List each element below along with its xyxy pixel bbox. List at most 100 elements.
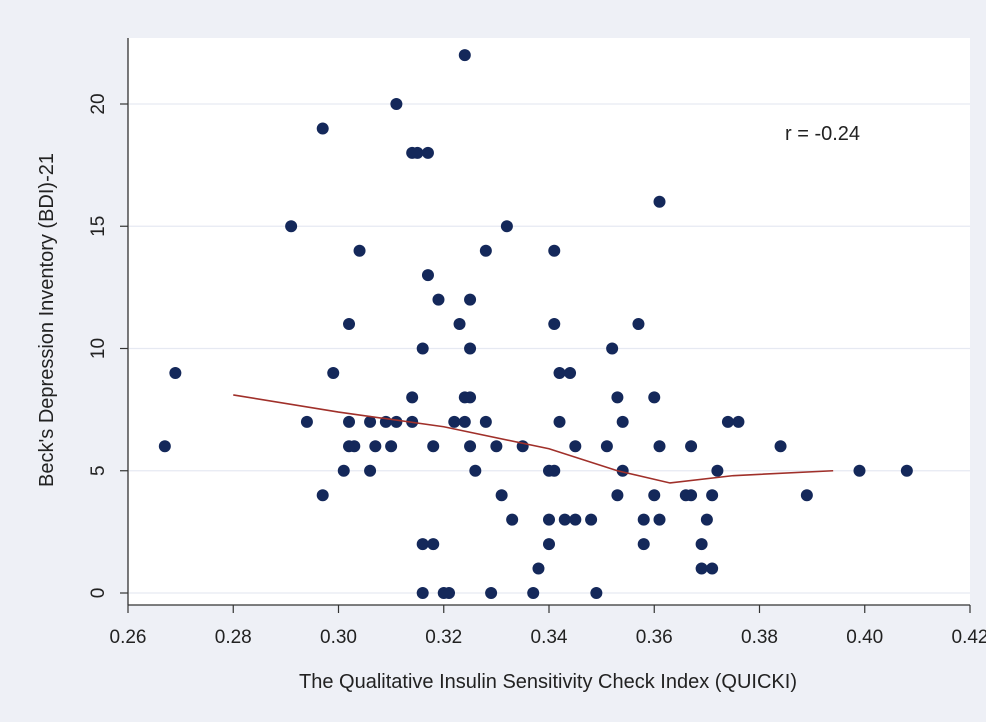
- y-tick-label: 20: [88, 93, 109, 114]
- x-tick-label: 0.42: [952, 627, 986, 648]
- data-point: [364, 464, 377, 477]
- data-point: [327, 366, 340, 379]
- data-point: [364, 415, 377, 428]
- data-point: [611, 391, 624, 404]
- data-point: [464, 440, 477, 453]
- y-axis-label: Beck's Depression Inventory (BDI)-21: [36, 153, 58, 487]
- data-point: [548, 244, 561, 257]
- data-point: [390, 98, 403, 110]
- data-point: [606, 342, 619, 355]
- data-point: [600, 440, 613, 453]
- data-point: [648, 391, 661, 404]
- data-point: [585, 513, 598, 526]
- data-point: [385, 440, 398, 453]
- r-annotation: r = -0.24: [785, 123, 860, 145]
- data-point: [316, 122, 329, 135]
- data-point: [458, 415, 471, 428]
- data-point: [343, 415, 356, 428]
- data-point: [569, 440, 582, 453]
- data-point: [648, 489, 661, 502]
- data-point: [453, 318, 466, 331]
- data-point: [427, 440, 440, 453]
- data-point: [427, 538, 440, 551]
- data-point: [732, 415, 745, 428]
- data-point: [464, 391, 477, 404]
- data-point: [900, 464, 913, 477]
- y-axis-ticks: 0 5 10 15 20: [88, 93, 128, 598]
- data-point: [416, 538, 429, 551]
- data-point: [653, 440, 666, 453]
- x-tick-label: 0.36: [636, 627, 673, 648]
- data-point: [721, 415, 734, 428]
- data-point: [558, 513, 571, 526]
- data-point: [685, 489, 698, 502]
- data-point: [464, 342, 477, 355]
- data-point: [448, 415, 461, 428]
- data-point: [685, 440, 698, 453]
- data-point: [695, 562, 708, 575]
- data-point: [800, 489, 813, 502]
- data-point: [637, 538, 650, 551]
- x-axis-label: The Qualitative Insulin Sensitivity Chec…: [299, 671, 797, 693]
- data-points: [158, 49, 913, 599]
- fit-line: [233, 394, 834, 484]
- data-point: [637, 513, 650, 526]
- y-tick-label: 5: [88, 465, 109, 476]
- data-point: [443, 587, 456, 599]
- data-point: [506, 513, 519, 526]
- data-point: [300, 415, 313, 428]
- data-point: [337, 464, 350, 477]
- x-tick-label: 0.26: [110, 627, 147, 648]
- data-point: [406, 391, 419, 404]
- x-tick-label: 0.34: [531, 627, 568, 648]
- data-point: [411, 146, 424, 159]
- data-point: [285, 220, 298, 233]
- x-axis-ticks: 0.26 0.28 0.30 0.32 0.34 0.36 0.38 0.40 0.42: [110, 605, 986, 648]
- data-point: [464, 293, 477, 306]
- data-point: [543, 538, 555, 551]
- data-point: [343, 318, 356, 331]
- data-point: [495, 489, 508, 502]
- data-point: [416, 587, 429, 599]
- x-tick-label: 0.38: [741, 627, 778, 648]
- data-point: [553, 415, 566, 428]
- data-point: [548, 464, 561, 477]
- data-point: [500, 220, 513, 233]
- data-point: [706, 489, 719, 502]
- data-point: [469, 464, 482, 477]
- data-point: [543, 513, 555, 526]
- data-point: [553, 366, 566, 379]
- data-point: [316, 489, 329, 502]
- data-point: [169, 366, 182, 379]
- data-point: [700, 513, 713, 526]
- data-point: [653, 195, 666, 208]
- data-point: [711, 464, 724, 477]
- data-point: [421, 146, 434, 159]
- data-point: [390, 415, 403, 428]
- data-point: [774, 440, 787, 453]
- data-point: [485, 587, 498, 599]
- data-point: [590, 587, 603, 599]
- data-point: [343, 440, 356, 453]
- data-point: [416, 342, 429, 355]
- data-point: [564, 366, 577, 379]
- data-point: [527, 587, 540, 599]
- data-point: [479, 415, 492, 428]
- data-point: [353, 244, 366, 257]
- y-tick-label: 15: [88, 216, 109, 237]
- data-point: [158, 440, 171, 453]
- data-point: [616, 464, 629, 477]
- data-point: [479, 244, 492, 257]
- y-tick-label: 0: [88, 588, 109, 599]
- data-point: [369, 440, 382, 453]
- data-point: [490, 440, 503, 453]
- data-point: [706, 562, 719, 575]
- data-point: [458, 49, 471, 62]
- data-point: [532, 562, 545, 575]
- x-tick-label: 0.32: [425, 627, 462, 648]
- data-point: [853, 464, 866, 477]
- data-point: [632, 318, 645, 331]
- data-point: [421, 269, 434, 282]
- y-tick-label: 10: [88, 338, 109, 359]
- data-point: [432, 293, 445, 306]
